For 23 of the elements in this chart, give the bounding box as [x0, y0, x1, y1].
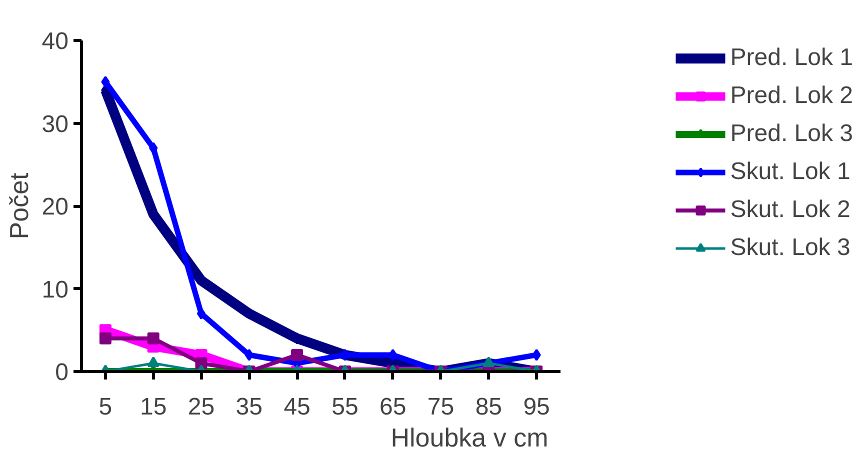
y-tick-label: 10: [42, 276, 69, 304]
legend-label: Pred. Lok 3: [730, 120, 853, 148]
x-tick-label: 15: [140, 394, 167, 420]
x-tick-label: 45: [284, 394, 310, 420]
y-axis-title: Počet: [4, 172, 34, 240]
y-tick-label: 0: [55, 359, 69, 386]
x-tick-label: 5: [98, 394, 112, 420]
legend-label: Skut. Lok 2: [730, 196, 850, 224]
x-tick-label: 75: [427, 394, 454, 420]
legend-label: Skut. Lok 3: [730, 234, 850, 262]
x-tick-label: 55: [332, 394, 358, 420]
legend-label: Skut. Lok 1: [730, 158, 850, 186]
y-tick-label: 40: [42, 28, 69, 55]
legend-label: Pred. Lok 1: [730, 44, 853, 72]
y-tick-label: 30: [42, 110, 69, 138]
x-tick-label: 35: [236, 394, 263, 420]
x-tick-label: 85: [475, 394, 502, 420]
y-tick-label: 20: [42, 194, 69, 220]
x-tick-label: 25: [188, 394, 215, 420]
x-tick-label: 95: [523, 394, 550, 420]
x-tick-label: 65: [380, 394, 406, 420]
legend-label: Pred. Lok 2: [730, 82, 853, 110]
x-axis-title: Hloubka v cm: [390, 422, 548, 452]
